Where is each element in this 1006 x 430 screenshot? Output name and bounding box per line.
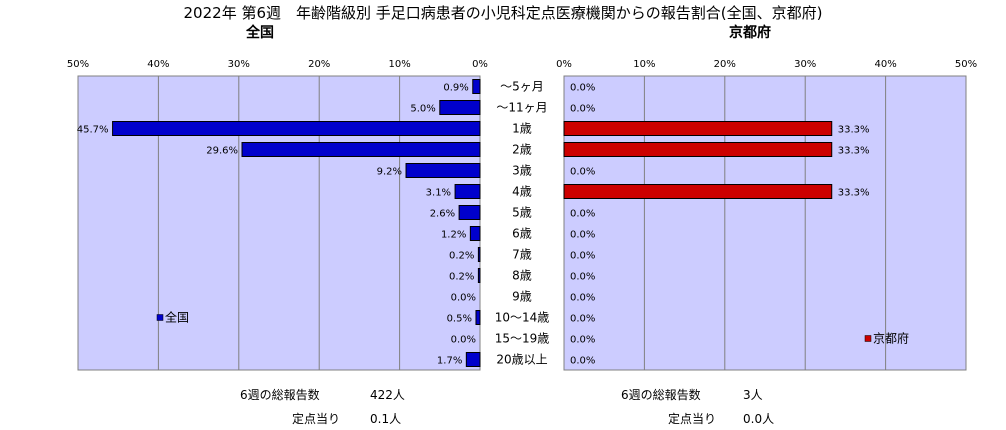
kyoto-data-label: 0.0% — [570, 209, 595, 220]
kyoto-tick-label: 20% — [714, 59, 736, 70]
kyoto-data-label: 0.0% — [570, 272, 595, 283]
chart-title: 2022年 第6週 年齢階級別 手足口病患者の小児科定点医療機関からの報告割合(… — [183, 4, 823, 22]
right-per-label: 定点当り — [668, 412, 717, 426]
kyoto-data-label: 33.3% — [838, 125, 870, 136]
kyoto-tick-label: 0% — [556, 59, 572, 70]
national-data-label: 0.9% — [443, 83, 468, 94]
category-label: 〜11ヶ月 — [496, 101, 547, 115]
national-bar — [439, 100, 481, 115]
national-tick-label: 0% — [472, 59, 488, 70]
kyoto-data-label: 0.0% — [570, 335, 595, 346]
national-data-label: 45.7% — [77, 125, 109, 136]
kyoto-data-label: 0.0% — [570, 104, 595, 115]
national-bar — [477, 247, 481, 262]
national-legend-swatch — [156, 314, 164, 321]
kyoto-bar — [563, 142, 833, 157]
national-bar — [472, 79, 481, 94]
national-data-label: 9.2% — [377, 167, 402, 178]
national-bar — [241, 142, 481, 157]
kyoto-tick-label: 50% — [955, 59, 977, 70]
kyoto-plot-area — [563, 75, 967, 371]
national-data-label: 1.7% — [437, 356, 462, 367]
kyoto-data-label: 0.0% — [570, 83, 595, 94]
national-data-label: 2.6% — [430, 209, 455, 220]
category-label: 15〜19歳 — [495, 332, 550, 346]
right-total-value: 3人 — [743, 388, 763, 402]
left-total-label: 6週の総報告数 — [240, 388, 320, 402]
national-data-label: 29.6% — [206, 146, 238, 157]
left-per-label: 定点当り — [292, 412, 341, 426]
national-bar — [405, 163, 481, 178]
national-data-label: 0.5% — [447, 314, 472, 325]
age-distribution-chart: 50% 0% 40% 10% 30% 20% 20% 30% 10% 40% 0% 50% 0.9% 0.… — [67, 59, 977, 371]
national-tick-label: 10% — [388, 59, 410, 70]
kyoto-data-label: 0.0% — [570, 314, 595, 325]
kyoto-data-label: 33.3% — [838, 146, 870, 157]
category-label: 4歳 — [512, 185, 532, 199]
left-per-value: 0.1人 — [370, 412, 402, 426]
kyoto-data-label: 33.3% — [838, 188, 870, 199]
national-bar — [112, 121, 481, 136]
national-data-label: 1.2% — [441, 230, 466, 241]
category-label: 6歳 — [512, 227, 532, 241]
category-label: 2歳 — [512, 143, 532, 157]
kyoto-tick-label: 10% — [633, 59, 655, 70]
national-data-label: 0.2% — [449, 272, 474, 283]
right-total-label: 6週の総報告数 — [621, 388, 701, 402]
kyoto-data-label: 0.0% — [570, 167, 595, 178]
national-tick-label: 50% — [67, 59, 89, 70]
kyoto-tick-label: 40% — [874, 59, 896, 70]
left-total-value: 422人 — [370, 388, 405, 402]
right-subtitle: 京都府 — [729, 25, 771, 41]
right-per-value: 0.0人 — [743, 412, 775, 426]
national-data-label: 0.0% — [451, 293, 476, 304]
national-plot-area — [77, 75, 481, 371]
national-data-label: 0.0% — [451, 335, 476, 346]
category-label: 9歳 — [512, 290, 532, 304]
national-legend-label: 全国 — [165, 310, 189, 325]
kyoto-data-label: 0.0% — [570, 356, 595, 367]
kyoto-legend-label: 京都府 — [873, 331, 909, 346]
national-tick-label: 20% — [308, 59, 330, 70]
left-subtitle: 全国 — [246, 25, 274, 41]
category-label: 1歳 — [512, 122, 532, 136]
national-data-label: 0.2% — [449, 251, 474, 262]
category-label: 5歳 — [512, 206, 532, 220]
kyoto-data-label: 0.0% — [570, 293, 595, 304]
national-tick-label: 30% — [228, 59, 250, 70]
category-label: 10〜14歳 — [495, 311, 550, 325]
category-label: 3歳 — [512, 164, 532, 178]
kyoto-data-label: 0.0% — [570, 251, 595, 262]
category-label: 8歳 — [512, 269, 532, 283]
national-bar — [458, 205, 481, 220]
national-bar — [475, 310, 481, 325]
kyoto-tick-label: 30% — [794, 59, 816, 70]
kyoto-bar — [563, 121, 833, 136]
kyoto-legend-swatch — [864, 335, 872, 342]
category-label: 7歳 — [512, 248, 532, 262]
national-bar — [465, 352, 481, 367]
kyoto-data-label: 0.0% — [570, 230, 595, 241]
category-label: 〜5ヶ月 — [500, 80, 544, 94]
national-data-label: 5.0% — [410, 104, 435, 115]
national-bar — [477, 268, 481, 283]
national-bar — [469, 226, 481, 241]
national-data-label: 3.1% — [426, 188, 451, 199]
national-tick-label: 40% — [147, 59, 169, 70]
national-bar — [454, 184, 481, 199]
category-label: 20歳以上 — [496, 353, 547, 367]
kyoto-bar — [563, 184, 833, 199]
